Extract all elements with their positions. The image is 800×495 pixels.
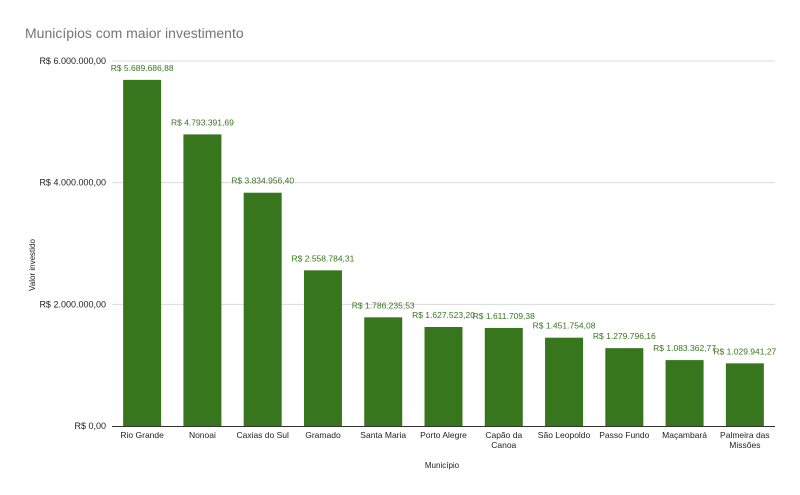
- bar: [364, 317, 403, 426]
- y-tick-label: R$ 4.000.000,00: [39, 178, 106, 188]
- x-tick-label: Passo Fundo: [599, 430, 649, 440]
- data-label: R$ 2.558.784,31: [292, 253, 355, 263]
- bar: [605, 348, 644, 426]
- x-tick-label: Nonoai: [189, 430, 216, 440]
- data-label: R$ 1.611.709,38: [473, 311, 535, 321]
- gridlines: [112, 60, 775, 305]
- bar: [123, 79, 162, 426]
- chart-title: Municípios com maior investimento: [25, 25, 244, 41]
- data-label: R$ 1.451.754,08: [533, 321, 596, 331]
- x-tick-label: Caxias do Sul: [236, 430, 289, 440]
- bar: [665, 360, 704, 426]
- x-tick-label: São Leopoldo: [538, 430, 591, 440]
- bar: [303, 270, 342, 426]
- data-label: R$ 4.793.391,69: [171, 117, 234, 127]
- x-tick-label: Porto Alegre: [420, 430, 467, 440]
- bar: [183, 134, 222, 426]
- y-tick-label: R$ 2.000.000,00: [39, 299, 106, 309]
- bar: [424, 326, 463, 426]
- bars: [123, 79, 764, 426]
- data-labels: R$ 5.689.686,88 R$ 4.793.391,69 R$ 3.834.9…: [111, 63, 777, 356]
- x-axis-ticks: Rio Grande Nonoai Caxias do Sul Gramado Sant…: [120, 430, 769, 450]
- x-tick-label: Capão da Canoa: [485, 430, 522, 450]
- data-label: R$ 1.786.235,53: [352, 300, 415, 310]
- x-tick-label: Gramado: [305, 430, 341, 440]
- bar: [545, 337, 584, 426]
- x-tick-label: Rio Grande: [120, 430, 164, 440]
- y-axis-ticks: R$ 0,00 R$ 2.000.000,00 R$ 4.000.000,00 R$ …: [39, 56, 106, 431]
- data-label: R$ 1.627.523,20: [412, 310, 475, 320]
- x-tick-label: Palmeira das Missões: [720, 430, 770, 450]
- y-axis-title: Valor investido: [28, 239, 37, 291]
- data-label: R$ 3.834.956,40: [231, 176, 294, 186]
- bar: [725, 363, 764, 426]
- data-label: R$ 1.029.941,27: [713, 346, 776, 356]
- x-tick-label: Santa Maria: [360, 430, 406, 440]
- data-label: R$ 5.689.686,88: [111, 63, 174, 73]
- bar: [243, 192, 282, 426]
- data-label: R$ 1.083.362,77: [653, 343, 716, 353]
- x-tick-label: Maçambará: [662, 430, 707, 440]
- y-tick-label: R$ 6.000.000,00: [39, 56, 106, 66]
- bar: [484, 327, 523, 426]
- y-tick-label: R$ 0,00: [74, 421, 106, 431]
- data-label: R$ 1.279.796,16: [593, 331, 656, 341]
- x-axis-title: Município: [425, 461, 460, 470]
